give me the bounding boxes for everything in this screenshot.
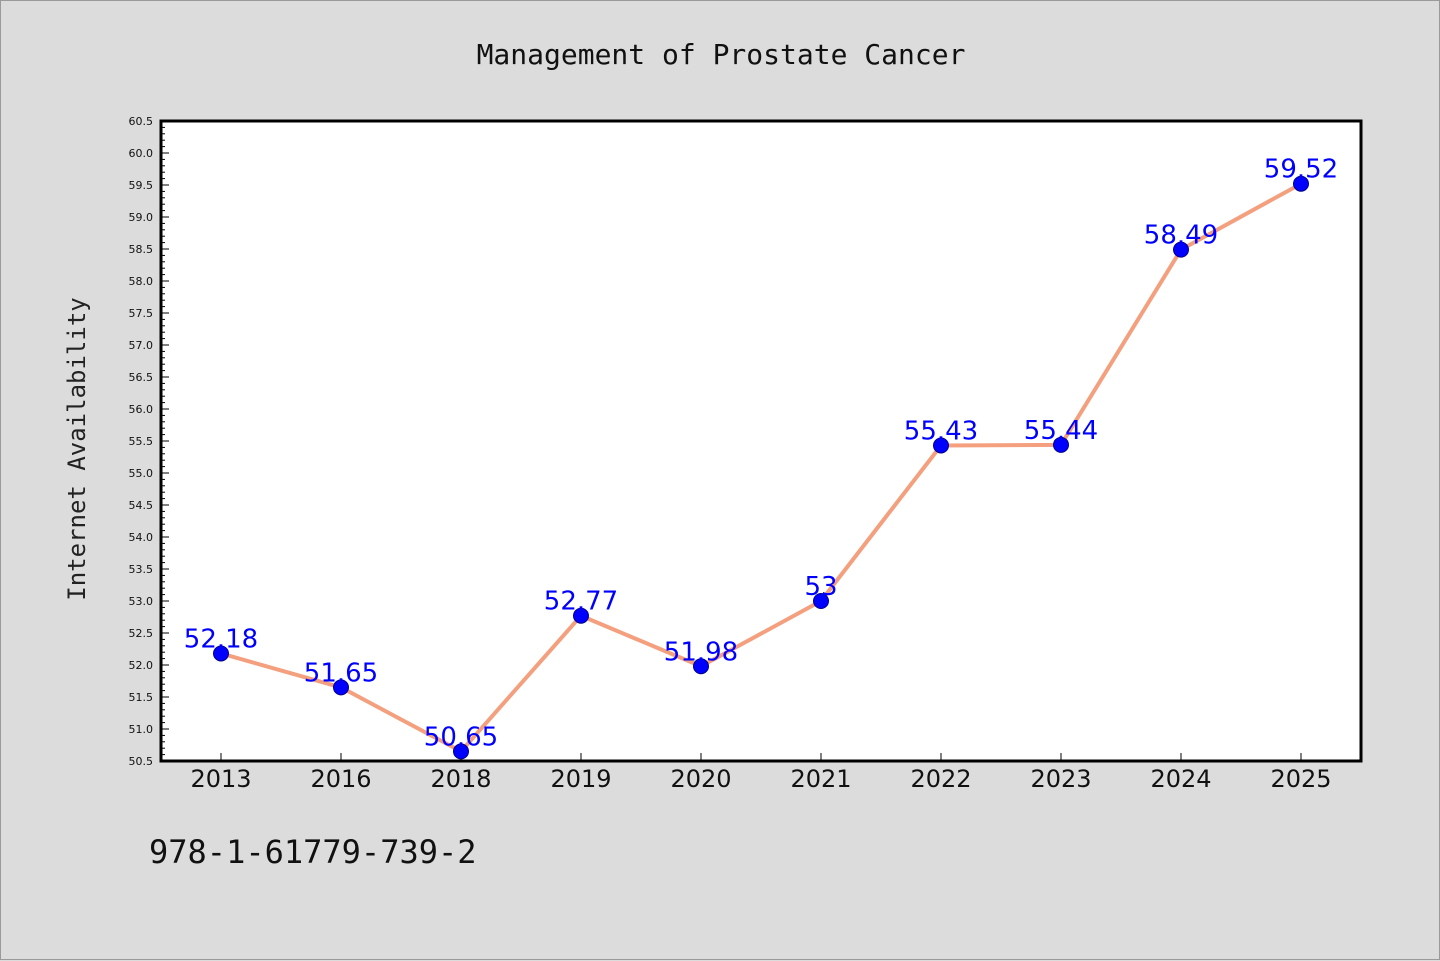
y-tick-label: 59.5 — [129, 179, 154, 192]
x-tick-label: 2019 — [550, 765, 611, 793]
data-point-marker — [573, 607, 589, 624]
x-tick-label: 2013 — [190, 765, 251, 793]
y-tick-label: 53.5 — [129, 563, 154, 576]
marker-group — [213, 175, 1309, 760]
y-tick-label: 56.0 — [129, 403, 154, 416]
x-tick-label: 2020 — [670, 765, 731, 793]
y-tick-label: 50.5 — [129, 755, 154, 768]
data-point-label: 51.65 — [304, 658, 378, 688]
y-tick-label: 54.0 — [129, 531, 154, 544]
y-tick-label: 52.5 — [129, 627, 154, 640]
x-axis-ticks: 2013 2016 2018 2019 2020 2021 2022 2023 2024 2025 — [190, 753, 1332, 793]
data-point-marker — [1293, 175, 1309, 192]
data-point-label: 52.18 — [184, 624, 258, 654]
data-point-marker — [813, 593, 829, 609]
y-tick-label: 55.0 — [129, 467, 154, 480]
x-tick-label: 2021 — [790, 765, 851, 793]
y-tick-label: 60.5 — [129, 115, 154, 128]
series-line-group — [219, 181, 1303, 754]
y-tick-label: 57.5 — [129, 307, 154, 320]
x-tick-label: 2023 — [1030, 765, 1091, 793]
data-point-label: 58.49 — [1144, 221, 1218, 251]
y-tick-label: 51.0 — [129, 723, 154, 736]
y-axis-ticks: 50.5 51.0 51.5 52.0 52.5 53.0 53.5 54.0 54.5 55.0… — [129, 115, 169, 768]
data-point-label: 53 — [804, 572, 837, 602]
data-point-marker — [333, 679, 349, 696]
x-tick-label: 2025 — [1270, 765, 1331, 793]
isbn-code: 978-1-61779-739-2 — [149, 833, 477, 871]
data-point-marker — [1173, 241, 1189, 258]
data-point-label: 59.52 — [1264, 155, 1338, 185]
x-tick-label: 2018 — [430, 765, 491, 793]
x-tick-label: 2022 — [910, 765, 971, 793]
data-point-label: 55.44 — [1024, 416, 1098, 446]
y-tick-label: 53.0 — [129, 595, 154, 608]
plot-area — [161, 121, 1361, 761]
y-tick-label: 52.0 — [129, 659, 154, 672]
x-tick-label: 2024 — [1150, 765, 1211, 793]
data-point-label: 52.77 — [544, 587, 618, 617]
data-point-marker — [1053, 436, 1069, 453]
y-tick-label: 55.5 — [129, 435, 154, 448]
y-tick-label: 51.5 — [129, 691, 154, 704]
y-tick-label: 58.0 — [129, 275, 154, 288]
data-point-label: 51.98 — [664, 637, 738, 667]
data-point-marker — [693, 658, 709, 675]
y-tick-label: 56.5 — [129, 371, 154, 384]
y-tick-label: 58.5 — [129, 243, 154, 256]
y-tick-label: 59.0 — [129, 211, 154, 224]
plot-frame — [159, 119, 1363, 763]
point-label-group: 52.18 51.65 50.65 52.77 51.98 53 55.43 55.44 58.… — [184, 155, 1338, 753]
data-point-label: 55.43 — [904, 416, 978, 446]
y-axis-label: Internet Availability — [63, 297, 91, 600]
y-tick-label: 60.0 — [129, 147, 154, 160]
data-point-label: 50.65 — [424, 722, 498, 752]
y-tick-label: 54.5 — [129, 499, 154, 512]
x-tick-label: 2016 — [310, 765, 371, 793]
chart-title: Management of Prostate Cancer — [477, 38, 966, 71]
data-point-marker — [453, 743, 469, 760]
series-line — [219, 181, 1303, 754]
data-point-marker — [933, 437, 949, 454]
data-point-marker — [213, 645, 229, 662]
y-tick-label: 57.0 — [129, 339, 154, 352]
